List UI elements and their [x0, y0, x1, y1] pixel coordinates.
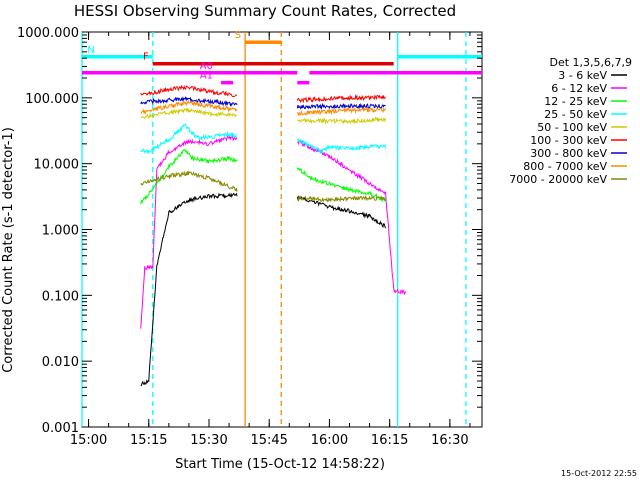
y-tick-label: 0.100 — [42, 289, 79, 304]
series-line — [140, 149, 238, 205]
legend-entry-label: 50 - 100 keV — [537, 121, 607, 134]
x-axis: 15:00 15:15 15:30 15:45 16:00 16:15 16:30 — [70, 32, 471, 448]
series-line — [297, 116, 387, 125]
x-axis-label: Start Time (15-Oct-12 14:58:22) — [175, 457, 385, 472]
series-line — [296, 138, 387, 155]
series-line — [140, 107, 238, 120]
y-tick-label: 1.000 — [42, 224, 79, 239]
chart-title: HESSI Observing Summary Count Rates, Cor… — [74, 2, 456, 20]
series-group — [140, 84, 407, 387]
x-tick-label: 16:30 — [431, 433, 468, 448]
series-line — [140, 123, 238, 154]
y-axis: 0.001 0.010 0.100 1.000 10.000 100.000 1000.00… — [17, 26, 482, 436]
legend-entry-label: 3 - 6 keV — [558, 69, 607, 82]
legend-entry-label: 6 - 12 keV — [551, 82, 607, 95]
legend-entry-label: 7000 - 20000 keV — [509, 173, 607, 186]
y-tick-label: 0.010 — [42, 355, 79, 370]
series-line — [140, 84, 238, 98]
x-tick-label: 16:15 — [371, 433, 408, 448]
series-line — [296, 94, 386, 104]
series-line — [296, 102, 386, 110]
plot-area — [81, 31, 483, 428]
y-tick-label: 100.000 — [25, 92, 79, 107]
legend-entry-label: 12 - 25 keV — [544, 95, 607, 108]
series-line — [297, 139, 407, 296]
series-line — [297, 195, 386, 203]
y-tick-label: 1000.000 — [17, 26, 79, 41]
x-tick-label: 15:45 — [250, 433, 287, 448]
x-tick-label: 15:15 — [130, 433, 167, 448]
x-tick-label: 15:30 — [190, 433, 227, 448]
flag-bar-label: F — [143, 52, 149, 63]
flag-bar-label: S — [235, 30, 241, 41]
series-line — [140, 170, 238, 192]
legend-entry-label: 100 - 300 keV — [530, 134, 607, 147]
flag-bar-label: A0 — [200, 61, 213, 72]
series-line — [140, 192, 238, 387]
series-line — [140, 134, 238, 329]
series-line — [140, 96, 238, 107]
legend-title: Det 1,3,5,6,7,9 — [549, 56, 632, 69]
legend-entry-label: 300 - 800 keV — [530, 147, 607, 160]
y-tick-label: 10.000 — [34, 158, 80, 173]
legend-entry-label: 800 - 7000 keV — [523, 160, 607, 173]
series-line — [296, 167, 387, 203]
series-line — [297, 106, 387, 117]
y-tick-label: 0.001 — [42, 421, 79, 436]
flag-bar-label: A1 — [200, 71, 213, 82]
flag-bar-label: N — [87, 45, 94, 56]
x-tick-label: 16:00 — [311, 433, 348, 448]
legend-entry-label: 25 - 50 keV — [544, 108, 607, 121]
x-tick-label: 15:00 — [70, 433, 107, 448]
timestamp: 15-Oct-2012 22:55 — [561, 469, 637, 478]
y-axis-label: Corrected Count Rate (s-1 detector-1) — [1, 127, 16, 373]
series-line — [140, 99, 238, 115]
